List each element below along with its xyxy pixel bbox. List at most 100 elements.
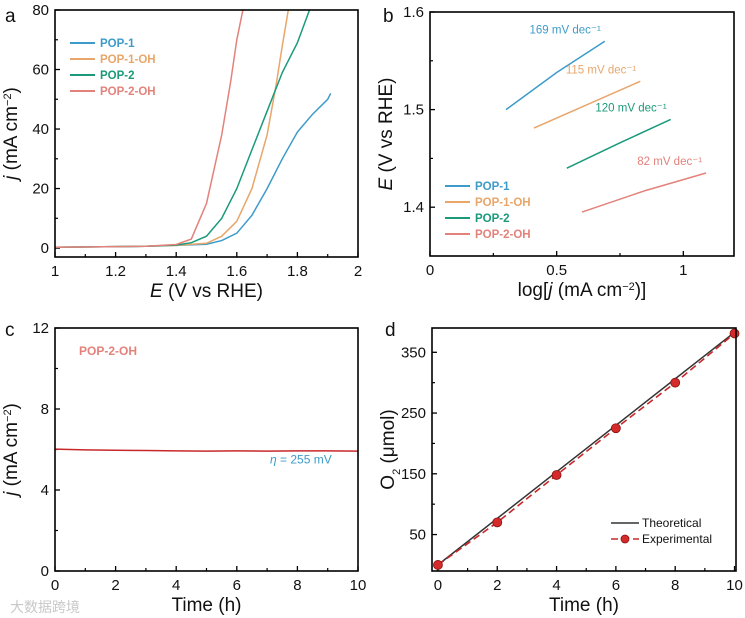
x-tick-label: 0.5 — [546, 262, 567, 279]
y-tick-label-part: 150 — [401, 466, 426, 483]
series-line-pop-2 — [55, 10, 311, 248]
y-tick-label-part: 40 — [32, 121, 49, 138]
x-axis-label-part: (V vs RHE) — [163, 281, 263, 302]
x-tick-label: 1.8 — [287, 263, 308, 280]
x-tick-label-part: 4 — [552, 577, 560, 594]
series-line-theoretical — [437, 331, 735, 566]
y-axis-label-part: (mA cm — [1, 106, 22, 176]
legend-label: POP-2 — [475, 213, 510, 225]
x-tick-label: 1 — [679, 262, 687, 279]
data-point — [551, 470, 562, 480]
x-tick-label-part: 0.5 — [546, 262, 567, 279]
y-axis-label-part: (V vs RHE) — [376, 78, 397, 178]
y-tick-label-part: 60 — [32, 62, 49, 79]
x-tick-label-part: 1 — [51, 263, 59, 280]
x-tick-label: 0 — [434, 577, 442, 594]
y-tick-label-part: 0 — [41, 240, 49, 257]
y-tick-label: 1.6 — [403, 4, 424, 21]
x-axis-label-part: log[ — [518, 280, 549, 301]
slope-label: 82 mV dec⁻¹ — [637, 156, 702, 168]
slope-label-part: 120 mV dec⁻¹ — [595, 102, 666, 114]
y-tick-label-part: 20 — [32, 181, 49, 198]
series-line-pop-1 — [55, 92, 332, 248]
x-tick-label: 1.6 — [226, 263, 247, 280]
y-axis-label-part: (μmol) — [378, 409, 399, 469]
x-tick-label-part: 0 — [51, 577, 59, 594]
y-axis-label-part: E — [376, 177, 397, 190]
panel-letter: b — [383, 6, 394, 27]
legend-label-part: Theoretical — [642, 516, 701, 530]
legend-label-part: POP-1 — [475, 181, 510, 193]
y-axis-label-part: (mA cm — [1, 422, 22, 492]
x-axis-label-part: −2 — [622, 281, 635, 293]
x-tick-label-part: 0 — [434, 577, 442, 594]
slope-label: 120 mV dec⁻¹ — [595, 102, 666, 114]
data-point — [433, 560, 443, 570]
overpotential-label-part: = 255 mV — [277, 453, 332, 467]
x-tick-label: 10 — [726, 577, 743, 594]
y-axis-label-part: ) — [1, 403, 22, 409]
y-tick-label: 350 — [401, 344, 426, 361]
x-axis-label: E (V vs RHE) — [150, 281, 263, 302]
y-tick-label: 0 — [41, 563, 49, 580]
x-tick-label: 1 — [51, 263, 59, 280]
y-tick-label: 250 — [401, 405, 426, 422]
y-tick-label-part: 4 — [41, 482, 49, 499]
y-tick-label: 150 — [401, 466, 426, 483]
x-tick-label-part: 4 — [172, 577, 180, 594]
y-tick-label-part: 350 — [401, 344, 426, 361]
y-tick-label: 40 — [32, 121, 49, 138]
x-tick-label-part: 0 — [426, 262, 434, 279]
legend-label-part: POP-2-OH — [100, 86, 156, 98]
x-tick-label-part: 2 — [493, 577, 501, 594]
x-tick-label-part: 1.8 — [287, 263, 308, 280]
x-axis-label: Time (h) — [171, 595, 241, 616]
x-tick-label-part: 1.2 — [105, 263, 126, 280]
plot-frame — [431, 327, 737, 572]
data-point — [492, 517, 503, 528]
y-tick-label-part: 80 — [32, 2, 49, 19]
slope-label-part: 82 mV dec⁻¹ — [637, 156, 702, 168]
x-axis-label: log[j (mA cm−2)] — [518, 280, 647, 301]
y-tick-label: 1.5 — [403, 102, 424, 119]
x-tick-label: 0 — [51, 577, 59, 594]
legend-label: POP-1-OH — [100, 54, 156, 66]
y-axis-label-part: j — [1, 175, 22, 183]
panel-letter-part: d — [385, 320, 396, 341]
x-tick-label-part: 10 — [350, 577, 367, 594]
legend-label-part: Experimental — [642, 532, 712, 546]
panel-letter: c — [5, 320, 15, 341]
x-tick-label: 6 — [233, 577, 241, 594]
x-tick-label: 0 — [426, 262, 434, 279]
y-axis-label-part: j — [1, 491, 22, 499]
panel-letter-part: b — [383, 6, 394, 27]
series-line-pop-2-oh — [55, 448, 358, 452]
x-axis-label: Time (h) — [549, 595, 619, 616]
plot-frame — [54, 9, 359, 258]
x-axis-label-part: (mA cm — [553, 280, 623, 301]
x-tick-label-part: 6 — [612, 577, 620, 594]
x-tick-label: 2 — [354, 263, 362, 280]
x-tick-label: 8 — [293, 577, 301, 594]
y-tick-label: 12 — [32, 320, 49, 337]
data-point — [610, 423, 621, 434]
y-tick-label: 4 — [41, 482, 49, 499]
x-axis-label-part: E — [150, 281, 163, 302]
legend-marker — [620, 534, 630, 544]
x-tick-label-part: 8 — [293, 577, 301, 594]
y-axis-label-part: 2 — [391, 469, 403, 475]
y-axis-label: E (V vs RHE) — [376, 78, 397, 191]
y-axis-label: j (mA cm−2) — [1, 403, 22, 499]
overpotential-label-part: η — [270, 453, 277, 467]
legend-label: POP-1 — [475, 181, 510, 193]
series-line-experimental — [437, 332, 736, 566]
y-tick-label-part: 1.4 — [403, 199, 424, 216]
watermark: 大数据跨境 — [10, 599, 80, 615]
x-tick-label-part: 1.4 — [166, 263, 187, 280]
x-tick-label: 1.4 — [166, 263, 187, 280]
y-tick-label-part: 8 — [41, 401, 49, 418]
series-line-pop-2 — [566, 118, 672, 169]
panel-b: b 0 0.5 1 1.4 1.5 1.6 169 mV dec⁻¹ 115 mV dec⁻¹ 1… — [376, 4, 735, 301]
x-tick-label: 2 — [111, 577, 119, 594]
